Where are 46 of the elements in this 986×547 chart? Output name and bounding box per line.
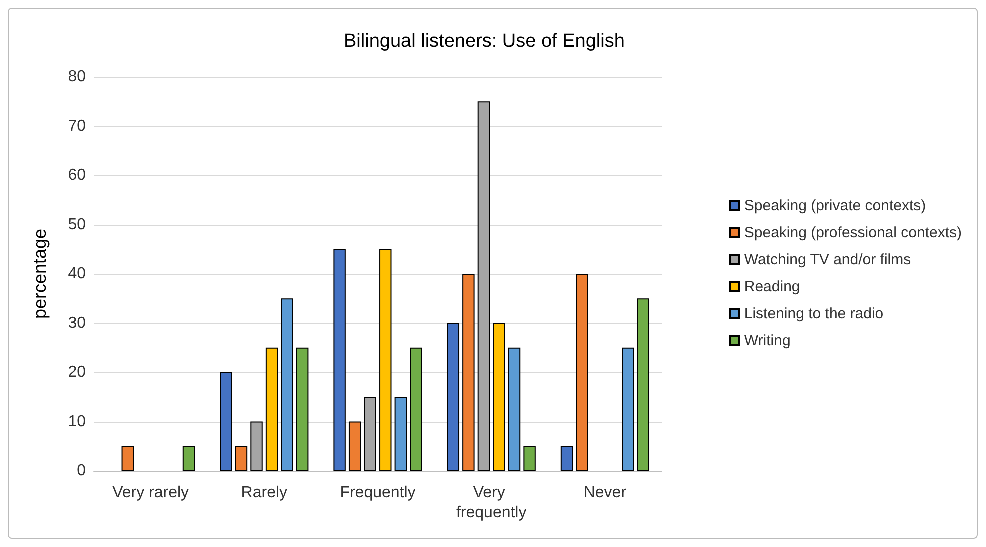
y-tick-label: 30 xyxy=(68,314,86,332)
bar xyxy=(220,372,232,471)
bar xyxy=(296,348,309,471)
y-tick-label: 70 xyxy=(68,118,86,135)
bar xyxy=(524,446,536,471)
x-tick-label: Very frequently xyxy=(456,484,527,522)
legend-label: Listening to the radio xyxy=(744,306,884,322)
bar xyxy=(334,249,346,471)
legend-label: Speaking (professional contexts) xyxy=(744,224,962,242)
y-tick-label: 10 xyxy=(68,413,86,430)
legend-label: Watching TV and/or films xyxy=(744,252,912,268)
bar xyxy=(637,298,650,471)
bar xyxy=(380,249,392,471)
bar xyxy=(364,397,376,471)
bar xyxy=(266,348,278,471)
legend-label: Speaking (private contexts) xyxy=(744,198,926,214)
x-tick-label: Rarely xyxy=(241,484,288,502)
bar xyxy=(560,446,574,471)
bar xyxy=(394,397,408,471)
x-tick-label: Frequently xyxy=(340,484,416,502)
bar xyxy=(478,102,490,471)
bar xyxy=(348,422,362,471)
bar xyxy=(493,323,506,471)
y-tick-label: 0 xyxy=(77,462,86,480)
bar xyxy=(250,422,263,471)
chart-title: Bilingual listeners: Use of English xyxy=(344,31,625,52)
y-tick-label: 60 xyxy=(68,167,86,184)
y-tick-label: 20 xyxy=(68,364,86,381)
bar xyxy=(447,323,460,471)
y-tick-label: 50 xyxy=(68,216,86,234)
bar xyxy=(122,446,134,471)
bar xyxy=(508,348,521,471)
bar xyxy=(182,446,196,471)
y-tick-label: 80 xyxy=(68,68,86,86)
bar xyxy=(281,298,294,471)
bar xyxy=(462,274,475,471)
bar xyxy=(235,446,248,471)
bar xyxy=(576,274,588,471)
x-tick-label: Very rarely xyxy=(112,484,190,502)
legend-label: Reading xyxy=(744,278,800,296)
legend-label: Writing xyxy=(744,332,791,350)
bar xyxy=(410,348,422,471)
y-tick-label: 40 xyxy=(68,266,86,282)
y-axis-title: percentage xyxy=(30,228,50,320)
bar xyxy=(622,348,634,471)
x-tick-label: Never xyxy=(584,484,628,502)
